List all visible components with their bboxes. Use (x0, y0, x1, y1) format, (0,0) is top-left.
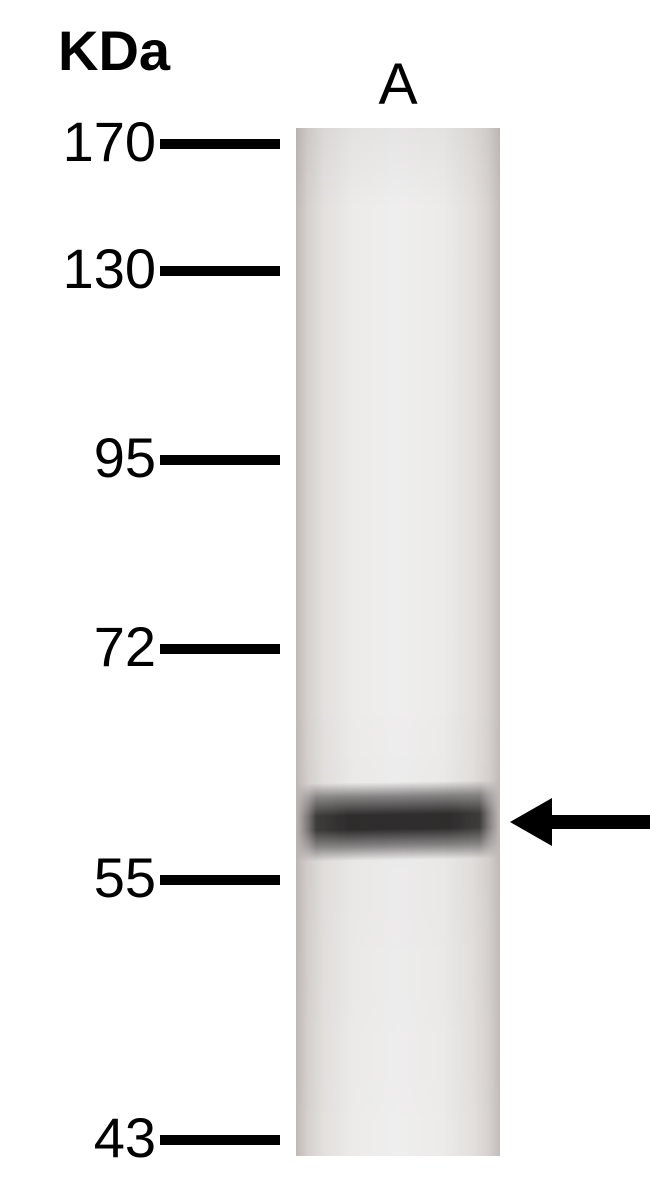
mw-tick-170 (160, 139, 280, 149)
mw-tick-55 (160, 875, 280, 885)
arrow-head-icon (510, 798, 552, 846)
mw-label-130: 130 (63, 236, 156, 301)
mw-tick-95 (160, 455, 280, 465)
unit-label: KDa (58, 18, 170, 83)
mw-label-170: 170 (63, 109, 156, 174)
mw-tick-72 (160, 644, 280, 654)
mw-label-95: 95 (94, 425, 156, 490)
lane-tint (296, 128, 500, 1156)
arrow-shaft (552, 815, 650, 829)
lane-a (296, 128, 500, 1156)
band-58 (296, 780, 500, 862)
mw-tick-43 (160, 1135, 280, 1145)
mw-label-72: 72 (94, 614, 156, 679)
mw-tick-130 (160, 266, 280, 276)
mw-label-43: 43 (94, 1105, 156, 1170)
mw-label-55: 55 (94, 845, 156, 910)
band-arrow (510, 798, 650, 846)
lane-label-a: A (296, 51, 500, 118)
western-blot-figure: KDa 170 130 95 72 55 43 A (0, 0, 650, 1196)
